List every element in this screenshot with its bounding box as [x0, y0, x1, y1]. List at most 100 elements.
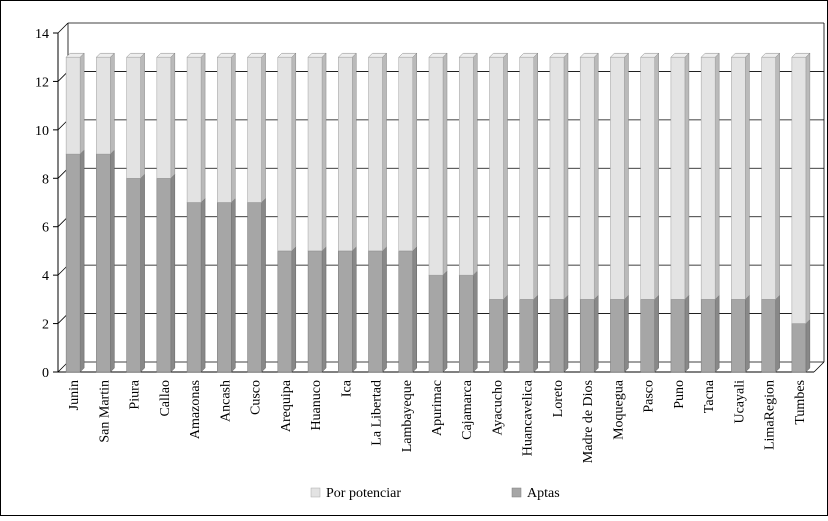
- bar-group-lambayeque: [398, 52, 418, 373]
- bar-group-puno: [670, 52, 690, 373]
- bar-aptas-la-libertad: [368, 250, 383, 373]
- bar-group-huancavelica: [519, 52, 539, 373]
- bar-side-aptas: [563, 294, 569, 373]
- bar-side-por-potenciar: [624, 52, 629, 300]
- bar-group-ayacucho: [488, 52, 509, 373]
- bar-por-potenciar-madre-de-dios: [579, 56, 595, 300]
- bars: [65, 52, 811, 373]
- bar-group-cusco: [246, 52, 267, 373]
- bar-por-potenciar-san-martin: [96, 56, 111, 155]
- y-tick-label: 2: [42, 318, 49, 333]
- bar-aptas-pasco: [640, 299, 655, 373]
- bar-aptas-loreto: [549, 299, 565, 373]
- bar-por-potenciar-limaregion: [761, 56, 776, 300]
- y-tick-labels: 0 2 4 6 8 10 12 14: [35, 27, 58, 381]
- bar-group-la-libertad: [367, 52, 388, 373]
- bar-side-por-potenciar: [472, 52, 478, 276]
- bar-side-por-potenciar: [79, 52, 85, 155]
- legend-swatch: [310, 487, 321, 498]
- x-tick-label: Huancavelica: [521, 379, 536, 456]
- legend-swatch: [511, 487, 522, 498]
- bar-aptas-amazonas: [186, 202, 202, 373]
- bar-side-por-potenciar: [442, 52, 448, 276]
- bar-side-aptas: [472, 270, 478, 373]
- bar-side-aptas: [624, 294, 629, 373]
- y-tick-label: 6: [42, 221, 49, 236]
- x-tick-label: Lambayeque: [400, 380, 415, 452]
- bar-por-potenciar-tacna: [700, 56, 716, 300]
- bar-group-ucayali: [730, 52, 751, 373]
- x-tick-label: Loreto: [551, 380, 566, 417]
- bar-aptas-ica: [338, 250, 353, 373]
- bar-side-aptas: [533, 294, 538, 373]
- legend: Por potenciar Aptas: [310, 486, 560, 501]
- bar-por-potenciar-callao: [156, 56, 172, 179]
- y-tick-label: 14: [35, 27, 49, 42]
- y-tick-label: 4: [42, 269, 49, 284]
- bar-side-por-potenciar: [654, 52, 659, 300]
- bar-aptas-madre-de-dios: [579, 299, 595, 373]
- bar-aptas-junin: [65, 153, 81, 373]
- x-tick-label: Huanuco: [309, 380, 324, 431]
- bar-group-limaregion: [761, 52, 781, 373]
- bar-side-aptas: [714, 294, 720, 373]
- bar-group-tacna: [700, 52, 720, 373]
- bar-por-potenciar-junin: [65, 56, 81, 155]
- x-tick-label: Junin: [67, 380, 82, 410]
- x-tick-label: Madre de Dios: [581, 380, 596, 463]
- bar-side-por-potenciar: [593, 52, 599, 300]
- bar-side-aptas: [352, 246, 357, 373]
- bar-side-por-potenciar: [261, 52, 266, 204]
- bar-side-por-potenciar: [110, 52, 115, 155]
- x-tick-label: Puno: [672, 380, 687, 409]
- x-tick-labels: Junin San Martin Piura Callao Amazonas Ancash…: [67, 379, 808, 463]
- legend-item-por-potenciar: Por potenciar: [310, 486, 401, 501]
- bar-group-moquegua: [609, 52, 630, 373]
- bar-aptas-huancavelica: [519, 299, 534, 373]
- bar-aptas-cusco: [247, 202, 262, 373]
- bar-aptas-huanuco: [307, 250, 323, 373]
- x-tick-label: Tumbes: [793, 380, 808, 425]
- bar-por-potenciar-arequipa: [277, 56, 293, 252]
- bar-side-aptas: [805, 318, 811, 373]
- bar-group-callao: [156, 52, 176, 373]
- bar-side-aptas: [200, 197, 206, 373]
- bar-group-pasco: [640, 52, 660, 373]
- bar-group-huanuco: [307, 52, 327, 373]
- bar-por-potenciar-tumbes: [791, 56, 807, 324]
- x-tick-label: Cusco: [249, 380, 264, 415]
- bar-side-por-potenciar: [291, 52, 297, 252]
- y-tick-label: 12: [35, 75, 49, 90]
- y-tick-label: 0: [42, 366, 49, 381]
- bar-side-aptas: [775, 294, 780, 373]
- bar-side-aptas: [593, 294, 599, 373]
- bar-side-aptas: [442, 270, 448, 373]
- x-tick-label: Amazonas: [188, 380, 203, 439]
- x-tick-label: Ucayali: [732, 380, 747, 424]
- x-tick-label: Pasco: [642, 380, 657, 413]
- bar-aptas-callao: [156, 178, 172, 373]
- bar-por-potenciar-amazonas: [186, 56, 202, 203]
- bar-group-piura: [125, 52, 146, 373]
- bar-side-por-potenciar: [170, 52, 176, 179]
- bar-side-por-potenciar: [382, 52, 387, 252]
- bar-por-potenciar-ancash: [217, 56, 232, 203]
- bar-side-aptas: [79, 149, 85, 373]
- bar-por-potenciar-huancavelica: [519, 56, 534, 300]
- bar-side-por-potenciar: [503, 52, 508, 300]
- bar-side-aptas: [654, 294, 659, 373]
- bar-aptas-moquegua: [610, 299, 625, 373]
- x-tick-label: Tacna: [702, 379, 717, 413]
- bar-aptas-ayacucho: [489, 299, 504, 373]
- bar-group-cajamarca: [458, 52, 478, 373]
- bar-aptas-limaregion: [761, 299, 776, 373]
- bar-por-potenciar-cajamarca: [458, 56, 474, 276]
- bar-group-tumbes: [791, 52, 811, 373]
- bar-side-aptas: [140, 173, 145, 373]
- x-tick-label: Ica: [339, 379, 354, 397]
- bar-side-aptas: [170, 173, 176, 373]
- x-tick-label: Callao: [158, 380, 173, 417]
- bar-group-amazonas: [186, 52, 206, 373]
- bar-side-por-potenciar: [714, 52, 720, 300]
